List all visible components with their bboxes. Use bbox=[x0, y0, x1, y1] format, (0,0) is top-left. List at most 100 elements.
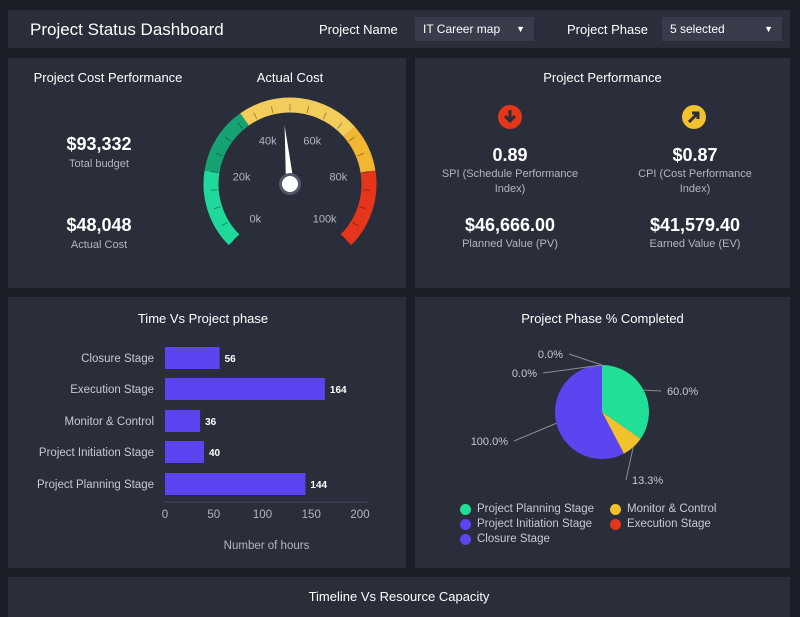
bar-category-label: Monitor & Control bbox=[65, 416, 154, 428]
bar-value-label: 144 bbox=[310, 480, 327, 491]
gauge-tick bbox=[224, 136, 232, 142]
pie-slice-label: 60.0% bbox=[667, 386, 698, 398]
legend-swatch bbox=[610, 503, 621, 515]
project-performance-panel: Project Performance 0.89 SPI (Schedule P… bbox=[415, 58, 790, 288]
legend-swatch bbox=[460, 503, 471, 515]
gauge-band bbox=[204, 113, 250, 174]
gauge-band bbox=[240, 97, 355, 137]
gauge-tick bbox=[337, 122, 343, 129]
x-axis-title: Number of hours bbox=[224, 540, 310, 552]
pie-chart-title: Project Phase % Completed bbox=[521, 311, 684, 326]
x-tick-label: 200 bbox=[350, 509, 369, 521]
spi-label: SPI (Schedule Performance Index) bbox=[441, 168, 579, 195]
gauge-band bbox=[343, 126, 376, 174]
gauge-tick bbox=[210, 170, 218, 174]
gauge-tick bbox=[322, 112, 327, 120]
bar-category-label: Project Planning Stage bbox=[37, 479, 154, 491]
gauge-tick bbox=[237, 122, 243, 129]
gauge-tick bbox=[210, 189, 218, 191]
gauge-tick bbox=[221, 221, 229, 227]
bar-chart-title: Time Vs Project phase bbox=[137, 311, 269, 326]
gauge-tick bbox=[213, 206, 221, 210]
legend-item[interactable]: Monitor & Control bbox=[610, 503, 716, 515]
actual-cost-label: Actual Cost bbox=[70, 239, 128, 251]
legend-item[interactable]: Closure Stage bbox=[460, 533, 550, 545]
project-performance-title: Project Performance bbox=[543, 70, 662, 85]
project-name-dropdown[interactable]: IT Career map ▼ bbox=[415, 17, 534, 41]
x-tick-label: 0 bbox=[162, 509, 168, 521]
arrow-up-right-circle-icon bbox=[682, 105, 706, 129]
pie-slice-label: 13.3% bbox=[632, 475, 663, 487]
chevron-down-icon: ▼ bbox=[516, 24, 525, 34]
gauge-hub-center bbox=[282, 176, 298, 192]
project-name-label: Project Name bbox=[319, 22, 398, 37]
bar bbox=[165, 441, 204, 463]
gauge-tick bbox=[357, 152, 365, 157]
cpi-value: $0.87 bbox=[672, 145, 718, 165]
timeline-title: Timeline Vs Resource Capacity bbox=[308, 589, 490, 604]
pie-slice-label: 0.0% bbox=[538, 349, 563, 361]
pie-leader-line bbox=[568, 353, 603, 366]
gauge-band bbox=[203, 170, 240, 246]
gauge-tick bbox=[351, 221, 359, 227]
gauge-tick bbox=[348, 136, 356, 142]
legend-label: Project Planning Stage bbox=[477, 503, 594, 515]
pie-leader-line bbox=[625, 447, 634, 481]
legend-swatch bbox=[460, 533, 471, 545]
gauge-tick bbox=[215, 152, 223, 157]
bar-value-label: 56 bbox=[225, 354, 237, 365]
earned-value: $41,579.40 bbox=[649, 215, 741, 235]
pie-leader-line bbox=[643, 389, 662, 392]
pie-slice bbox=[602, 412, 641, 454]
legend-label: Project Initiation Stage bbox=[477, 518, 593, 530]
planned-value: $46,666.00 bbox=[464, 215, 556, 235]
total-budget-value: $93,332 bbox=[66, 134, 132, 154]
project-phase-value: 5 selected bbox=[670, 22, 725, 36]
time-vs-phase-chart: Closure Stage 56 Execution Stage 164 Monitor… bbox=[37, 347, 370, 552]
bar-value-label: 36 bbox=[205, 417, 217, 428]
project-name-value: IT Career map bbox=[423, 22, 501, 36]
gauge-band bbox=[340, 170, 377, 246]
bar-category-label: Execution Stage bbox=[70, 384, 154, 396]
pie-slice bbox=[555, 365, 624, 459]
legend-swatch bbox=[460, 518, 471, 530]
project-phase-dropdown[interactable]: 5 selected ▼ bbox=[662, 17, 782, 41]
legend-item[interactable]: Project Initiation Stage bbox=[460, 518, 592, 530]
gauge-tick-label: 0k bbox=[250, 214, 262, 226]
gauge-tick bbox=[233, 235, 239, 241]
project-phase-label: Project Phase bbox=[567, 22, 648, 37]
gauge-tick bbox=[341, 235, 347, 241]
bar-category-label: Closure Stage bbox=[81, 353, 154, 365]
pie-slice bbox=[602, 365, 649, 439]
legend-label: Execution Stage bbox=[627, 518, 711, 530]
spi-value: 0.89 bbox=[492, 145, 528, 165]
bar bbox=[165, 347, 220, 369]
gauge-tick bbox=[253, 112, 258, 120]
cost-performance-panel: Project Cost Performance Actual Cost $93… bbox=[8, 58, 406, 288]
gauge-tick-label: 20k bbox=[233, 171, 251, 183]
actual-cost-gauge: 0k 20k 40k 60k 80k 100k bbox=[203, 97, 377, 246]
gauge-tick bbox=[306, 106, 310, 114]
arrow-down-circle-icon bbox=[498, 105, 522, 129]
gauge-needle bbox=[284, 125, 294, 185]
page-title: Project Status Dashboard bbox=[30, 20, 224, 39]
chevron-down-icon: ▼ bbox=[764, 24, 773, 34]
legend-item[interactable]: Execution Stage bbox=[610, 518, 711, 530]
bar bbox=[165, 410, 201, 432]
bar bbox=[165, 378, 325, 400]
x-tick-label: 100 bbox=[253, 509, 272, 521]
earned-value-label: Earned Value (EV) bbox=[649, 238, 741, 250]
legend-swatch bbox=[610, 518, 621, 530]
bar bbox=[165, 473, 306, 495]
gauge-tick-label: 40k bbox=[259, 135, 277, 147]
legend-label: Monitor & Control bbox=[627, 503, 717, 515]
gauge-tick-label: 80k bbox=[330, 171, 348, 183]
pie-leader-line bbox=[513, 422, 557, 442]
x-tick-label: 50 bbox=[207, 509, 220, 521]
legend-item[interactable]: Project Planning Stage bbox=[460, 503, 594, 515]
x-tick-label: 150 bbox=[302, 509, 321, 521]
gauge-title: Actual Cost bbox=[256, 70, 324, 85]
gauge-tick-label: 60k bbox=[303, 135, 321, 147]
planned-value-label: Planned Value (PV) bbox=[462, 238, 558, 250]
bar-value-label: 164 bbox=[330, 385, 347, 396]
